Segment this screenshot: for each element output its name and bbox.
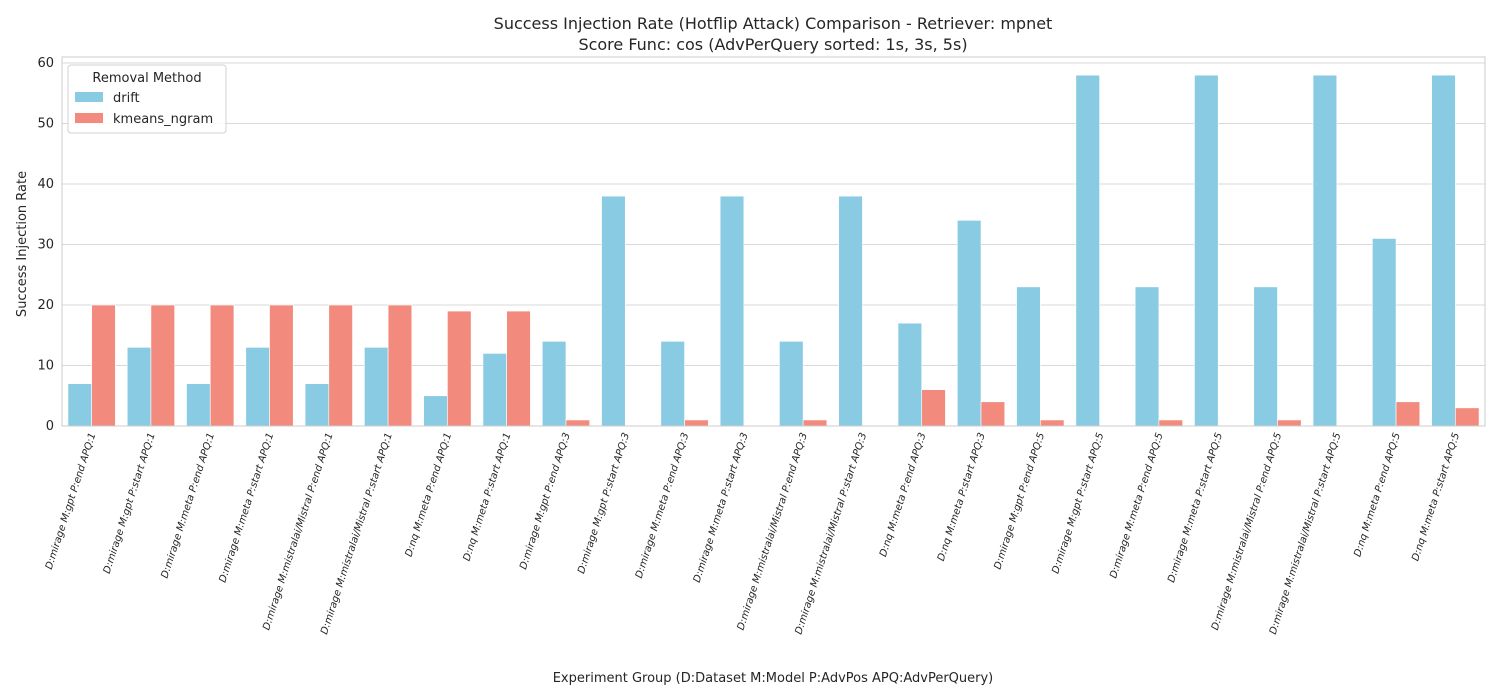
y-tick-label: 10 xyxy=(37,359,54,374)
bar-kmeans-ngram xyxy=(1395,401,1421,427)
bar-drift xyxy=(719,195,745,427)
x-tick-label: D:mirage M:meta P:end APQ:3 xyxy=(634,432,692,580)
x-tick-label: D:mirage M:mistralai/Mistral P:end APQ:1 xyxy=(261,432,335,632)
bar-drift xyxy=(1372,238,1397,427)
y-tick-labels: 0 10 20 30 40 50 60 xyxy=(37,56,54,434)
x-tick-label: D:mirage M:gpt P:start APQ:5 xyxy=(1050,432,1106,576)
x-tick-label: D:nq M:meta P:end APQ:3 xyxy=(878,432,929,559)
bar-kmeans-ngram xyxy=(921,389,946,427)
bar-kmeans-ngram xyxy=(802,419,828,427)
bar-kmeans-ngram xyxy=(1158,419,1183,427)
legend-swatch-kmeans-ngram xyxy=(75,113,103,123)
bar-drift xyxy=(186,383,211,427)
x-tick-labels: D:mirage M:gpt P:end APQ:1 D:mirage M:gpt… xyxy=(44,432,1462,636)
bar-drift xyxy=(957,220,982,427)
x-tick-label: D:mirage M:meta P:start APQ:5 xyxy=(1166,432,1225,585)
y-tick-label: 20 xyxy=(37,298,54,313)
bar-kmeans-ngram xyxy=(1455,407,1480,427)
bar-kmeans-ngram xyxy=(269,304,294,427)
gridlines xyxy=(62,62,1485,427)
bar-drift xyxy=(364,347,389,427)
bar-drift xyxy=(304,383,330,427)
legend-label-kmeans-ngram: kmeans_ngram xyxy=(113,112,213,127)
y-tick-label: 50 xyxy=(37,117,54,132)
x-tick-label: D:mirage M:meta P:end APQ:1 xyxy=(160,432,218,580)
bars xyxy=(67,74,1480,427)
bar-drift xyxy=(126,347,152,427)
bar-drift xyxy=(1253,286,1278,427)
legend-box xyxy=(67,64,227,134)
x-tick-label: D:mirage M:mistralai/Mistral P:end APQ:5 xyxy=(1210,432,1284,632)
y-axis-label: Success Injection Rate xyxy=(15,171,30,317)
x-tick-label: D:mirage M:mistralai/Mistral P:end APQ:3 xyxy=(736,432,810,632)
x-tick-label: D:mirage M:gpt P:end APQ:5 xyxy=(993,432,1048,571)
x-tick-label: D:mirage M:mistralai/Mistral P:start APQ… xyxy=(1268,432,1344,636)
legend-title: Removal Method xyxy=(92,71,201,86)
bar-drift xyxy=(1431,74,1456,427)
bar-kmeans-ngram xyxy=(565,419,590,427)
bar-kmeans-ngram xyxy=(980,401,1006,427)
x-tick-label: D:nq M:meta P:end APQ:1 xyxy=(404,432,455,559)
bar-kmeans-ngram xyxy=(328,304,353,427)
x-tick-label: D:nq M:meta P:start APQ:1 xyxy=(462,432,514,563)
legend-label-drift: drift xyxy=(113,91,140,106)
y-tick-label: 60 xyxy=(37,56,54,71)
x-tick-label: D:mirage M:gpt P:end APQ:3 xyxy=(518,432,573,571)
bar-kmeans-ngram xyxy=(209,304,235,427)
bar-drift xyxy=(897,322,923,427)
bar-kmeans-ngram xyxy=(684,419,709,427)
bar-kmeans-ngram xyxy=(1277,419,1302,427)
bar-drift xyxy=(1194,74,1219,427)
x-tick-label: D:mirage M:mistralai/Mistral P:start APQ… xyxy=(794,432,870,636)
bar-drift xyxy=(1075,74,1100,427)
x-tick-label: D:mirage M:meta P:start APQ:3 xyxy=(692,432,751,585)
y-tick-label: 0 xyxy=(46,419,54,434)
bar-drift xyxy=(245,347,270,427)
chart-title: Success Injection Rate (Hotflip Attack) … xyxy=(494,14,1053,33)
bar-drift xyxy=(1312,74,1338,427)
bar-drift xyxy=(423,395,448,427)
bar-kmeans-ngram xyxy=(447,310,472,427)
bar-drift xyxy=(482,353,507,427)
y-tick-label: 40 xyxy=(37,177,54,192)
bar-drift xyxy=(1134,286,1160,427)
bar-kmeans-ngram xyxy=(91,304,116,427)
x-tick-label: D:mirage M:meta P:start APQ:1 xyxy=(217,432,276,585)
bar-drift xyxy=(779,341,804,427)
bar-drift xyxy=(660,341,685,427)
bar-drift xyxy=(838,195,863,427)
bar-kmeans-ngram xyxy=(1040,419,1065,427)
x-tick-label: D:nq M:meta P:start APQ:5 xyxy=(1410,432,1462,563)
x-tick-label: D:mirage M:gpt P:start APQ:1 xyxy=(102,432,158,576)
x-tick-label: D:mirage M:meta P:end APQ:5 xyxy=(1108,432,1166,580)
bar-kmeans-ngram xyxy=(506,310,531,427)
legend: Removal Method drift kmeans_ngram xyxy=(67,64,227,134)
bar-kmeans-ngram xyxy=(150,304,175,427)
x-axis-label: Experiment Group (D:Dataset M:Model P:Ad… xyxy=(553,671,994,686)
y-tick-label: 30 xyxy=(37,238,54,253)
chart-subtitle: Score Func: cos (AdvPerQuery sorted: 1s,… xyxy=(578,35,967,54)
x-tick-label: D:mirage M:gpt P:end APQ:1 xyxy=(44,432,99,571)
bar-drift xyxy=(1016,286,1041,427)
x-tick-label: D:mirage M:mistralai/Mistral P:start APQ… xyxy=(319,432,395,636)
bar-drift xyxy=(601,195,626,427)
bar-kmeans-ngram xyxy=(387,304,413,427)
plot-frame xyxy=(61,56,1486,427)
x-tick-label: D:nq M:meta P:end APQ:5 xyxy=(1352,432,1403,559)
bar-drift xyxy=(67,383,92,427)
bar-drift xyxy=(541,341,567,427)
x-tick-label: D:mirage M:gpt P:start APQ:3 xyxy=(576,432,632,576)
x-tick-label: D:nq M:meta P:start APQ:3 xyxy=(936,432,988,563)
legend-swatch-drift xyxy=(75,92,103,102)
